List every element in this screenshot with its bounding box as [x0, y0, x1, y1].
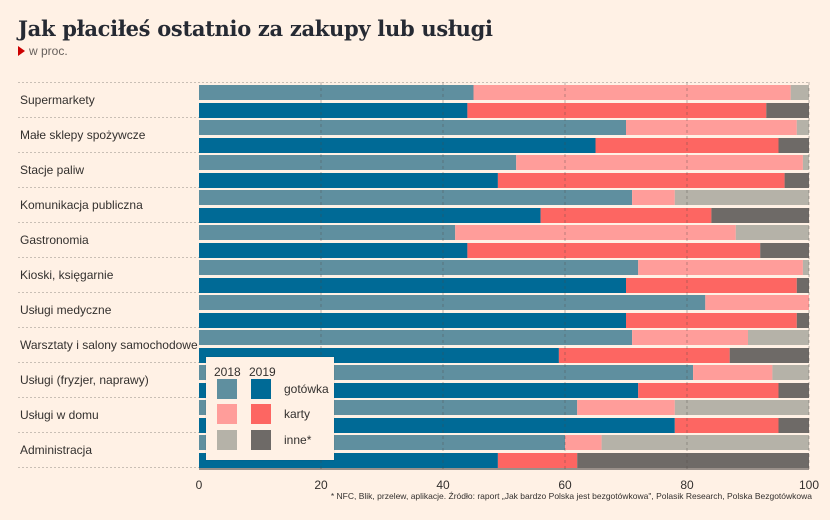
- bar-karty-2018: [632, 330, 748, 345]
- bar-karty-2018: [565, 435, 602, 450]
- bar-karty-2019: [497, 453, 578, 468]
- legend-year-2019: 2019: [249, 365, 276, 379]
- bar-inne-2018: [790, 85, 809, 100]
- category-label: Kioski, księgarnie: [20, 268, 114, 282]
- bar-karty-2018: [577, 400, 675, 415]
- bar-karty-2018: [705, 295, 809, 310]
- bar-karty-2019: [638, 383, 779, 398]
- x-tick-label: 0: [196, 478, 203, 492]
- bar-karty-2018: [516, 155, 803, 170]
- bar-inne-2018: [772, 365, 809, 380]
- bar-inne-2019: [784, 173, 809, 188]
- bar-inne-2019: [577, 453, 809, 468]
- legend: 2018 2019 gotówka karty inne*: [206, 357, 334, 460]
- category-label: Warsztaty i salony samochodowe: [20, 338, 198, 352]
- bar-karty-2019: [674, 418, 779, 433]
- bar-gotowka-2018: [199, 155, 517, 170]
- category-label: Supermarkety: [20, 93, 95, 107]
- bar-inne-2018: [674, 400, 809, 415]
- bar-gotowka-2019: [199, 243, 468, 258]
- bar-karty-2019: [626, 313, 797, 328]
- bar-gotowka-2018: [199, 190, 633, 205]
- bar-karty-2018: [638, 260, 803, 275]
- bar-karty-2019: [540, 208, 712, 223]
- x-tick-label: 80: [680, 478, 694, 492]
- red-triangle-icon: [18, 46, 25, 56]
- bar-gotowka-2019: [199, 278, 626, 293]
- bar-inne-2019: [711, 208, 809, 223]
- bar-karty-2019: [497, 173, 785, 188]
- legend-label-inne: inne*: [284, 433, 312, 447]
- bar-inne-2018: [802, 155, 809, 170]
- x-tick-label: 60: [558, 478, 572, 492]
- bar-karty-2019: [595, 138, 779, 153]
- bar-inne-2019: [796, 313, 809, 328]
- bar-gotowka-2019: [199, 208, 541, 223]
- category-label: Stacje paliw: [20, 163, 84, 177]
- bar-inne-2018: [796, 120, 809, 135]
- bar-gotowka-2018: [199, 330, 633, 345]
- bar-gotowka-2018: [199, 85, 474, 100]
- bar-karty-2018: [455, 225, 736, 240]
- legend-label-karty: karty: [284, 407, 311, 421]
- bar-karty-2019: [558, 348, 730, 363]
- bar-gotowka-2018: [199, 260, 639, 275]
- x-tick-label: 100: [799, 478, 819, 492]
- bar-gotowka-2018: [199, 225, 456, 240]
- bar-karty-2019: [467, 103, 767, 118]
- bar-inne-2019: [778, 138, 809, 153]
- category-label: Usługi medyczne: [20, 303, 112, 317]
- bar-inne-2018: [802, 260, 809, 275]
- bar-inne-2019: [729, 348, 809, 363]
- chart-title: Jak płaciłeś ostatnio za zakupy lub usłu…: [18, 16, 493, 41]
- bar-inne-2019: [766, 103, 809, 118]
- category-label: Administracja: [20, 443, 92, 457]
- bar-gotowka-2019: [199, 173, 498, 188]
- legend-swatch-gotowka-2019: [251, 379, 271, 399]
- legend-swatch-karty-2019: [251, 404, 271, 424]
- legend-year-2018: 2018: [214, 365, 241, 379]
- legend-swatch-karty-2018: [217, 404, 237, 424]
- bar-gotowka-2018: [199, 295, 706, 310]
- bar-karty-2018: [693, 365, 773, 380]
- category-label: Usługi w domu: [20, 408, 99, 422]
- bar-inne-2018: [674, 190, 809, 205]
- subtitle-text: w proc.: [29, 44, 68, 58]
- bar-karty-2018: [626, 120, 797, 135]
- bar-inne-2018: [601, 435, 809, 450]
- x-tick-label: 40: [436, 478, 450, 492]
- bar-inne-2018: [735, 225, 809, 240]
- x-tick-label: 20: [314, 478, 328, 492]
- bar-karty-2019: [626, 278, 797, 293]
- bar-gotowka-2019: [199, 313, 626, 328]
- bar-karty-2018: [632, 190, 675, 205]
- legend-swatch-inne-2019: [251, 430, 271, 450]
- bar-inne-2019: [778, 383, 809, 398]
- category-label: Usługi (fryzjer, naprawy): [20, 373, 149, 387]
- legend-label-gotowka: gotówka: [284, 382, 329, 396]
- bar-gotowka-2019: [199, 138, 596, 153]
- bar-karty-2018: [473, 85, 791, 100]
- bar-inne-2019: [760, 243, 809, 258]
- footnote: * NFC, Blik, przelew, aplikacje. Źródło:…: [330, 491, 812, 501]
- legend-swatch-gotowka-2018: [217, 379, 237, 399]
- bar-gotowka-2019: [199, 103, 468, 118]
- bar-gotowka-2018: [199, 120, 626, 135]
- bar-inne-2019: [796, 278, 809, 293]
- legend-swatch-inne-2018: [217, 430, 237, 450]
- bar-inne-2018: [748, 330, 809, 345]
- bar-karty-2019: [467, 243, 761, 258]
- bar-inne-2019: [778, 418, 809, 433]
- category-label: Komunikacja publiczna: [20, 198, 143, 212]
- category-label: Gastronomia: [20, 233, 89, 247]
- category-label: Małe sklepy spożywcze: [20, 128, 146, 142]
- chart-subtitle: w proc.: [18, 44, 68, 58]
